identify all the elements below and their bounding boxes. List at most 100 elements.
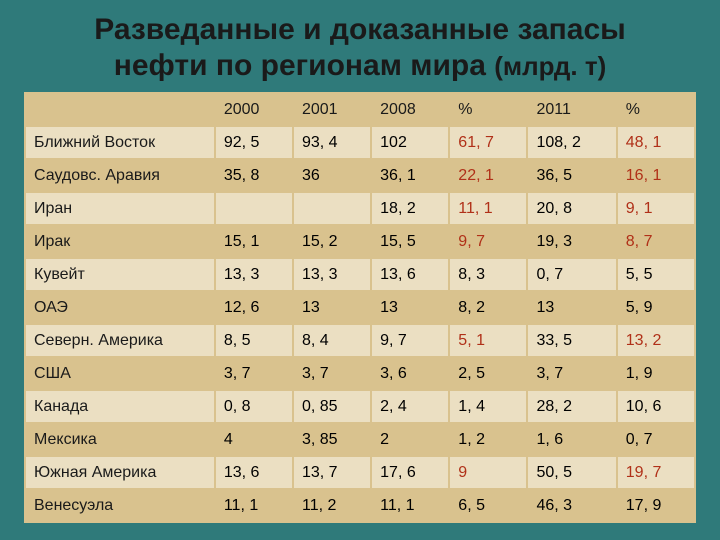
- cell: 50, 5: [527, 456, 616, 489]
- cell: 17, 6: [371, 456, 449, 489]
- cell: 8, 5: [215, 324, 293, 357]
- cell: 3, 7: [527, 357, 616, 390]
- cell: 10, 6: [617, 390, 695, 423]
- cell: [215, 192, 293, 225]
- cell: 9, 1: [617, 192, 695, 225]
- col-3: 2008: [371, 93, 449, 126]
- table-head: 2000 2001 2008 % 2011 %: [25, 93, 695, 126]
- cell: 3, 7: [293, 357, 371, 390]
- cell: 8, 4: [293, 324, 371, 357]
- row-label: Ирак: [25, 225, 215, 258]
- col-4: %: [449, 93, 527, 126]
- cell: 33, 5: [527, 324, 616, 357]
- table-row: Мексика43, 8521, 21, 60, 7: [25, 423, 695, 456]
- cell: 0, 8: [215, 390, 293, 423]
- table-row: Венесуэла11, 111, 211, 16, 546, 317, 9: [25, 489, 695, 522]
- cell: 15, 1: [215, 225, 293, 258]
- cell: 28, 2: [527, 390, 616, 423]
- row-label: Южная Америка: [25, 456, 215, 489]
- cell: 1, 9: [617, 357, 695, 390]
- cell: [293, 192, 371, 225]
- cell: 13, 2: [617, 324, 695, 357]
- cell: 0, 7: [527, 258, 616, 291]
- col-6: %: [617, 93, 695, 126]
- cell: 3, 7: [215, 357, 293, 390]
- cell: 18, 2: [371, 192, 449, 225]
- cell: 11, 2: [293, 489, 371, 522]
- cell: 2, 5: [449, 357, 527, 390]
- table-row: ОАЭ12, 613138, 2135, 9: [25, 291, 695, 324]
- cell: 1, 4: [449, 390, 527, 423]
- cell: 4: [215, 423, 293, 456]
- col-2: 2001: [293, 93, 371, 126]
- cell: 11, 1: [215, 489, 293, 522]
- row-label: Северн. Америка: [25, 324, 215, 357]
- cell: 92, 5: [215, 126, 293, 159]
- cell: 20, 8: [527, 192, 616, 225]
- cell: 12, 6: [215, 291, 293, 324]
- cell: 6, 5: [449, 489, 527, 522]
- cell: 102: [371, 126, 449, 159]
- cell: 13: [527, 291, 616, 324]
- cell: 46, 3: [527, 489, 616, 522]
- cell: 0, 85: [293, 390, 371, 423]
- row-label: ОАЭ: [25, 291, 215, 324]
- cell: 22, 1: [449, 159, 527, 192]
- table-row: Южная Америка13, 613, 717, 6950, 519, 7: [25, 456, 695, 489]
- cell: 1, 6: [527, 423, 616, 456]
- cell: 36, 5: [527, 159, 616, 192]
- cell: 19, 7: [617, 456, 695, 489]
- col-1: 2000: [215, 93, 293, 126]
- cell: 15, 2: [293, 225, 371, 258]
- table-row: Кувейт13, 313, 313, 68, 30, 75, 5: [25, 258, 695, 291]
- cell: 13, 3: [293, 258, 371, 291]
- cell: 16, 1: [617, 159, 695, 192]
- cell: 8, 3: [449, 258, 527, 291]
- row-label: Иран: [25, 192, 215, 225]
- table-body: Ближний Восток92, 593, 410261, 7108, 248…: [25, 126, 695, 522]
- row-label: Мексика: [25, 423, 215, 456]
- table-row: Ближний Восток92, 593, 410261, 7108, 248…: [25, 126, 695, 159]
- table-row: Иран 18, 211, 120, 89, 1: [25, 192, 695, 225]
- cell: 93, 4: [293, 126, 371, 159]
- cell: 15, 5: [371, 225, 449, 258]
- table-row: США3, 73, 73, 62, 53, 71, 9: [25, 357, 695, 390]
- cell: 8, 2: [449, 291, 527, 324]
- cell: 11, 1: [371, 489, 449, 522]
- cell: 36: [293, 159, 371, 192]
- col-0: [25, 93, 215, 126]
- row-label: Кувейт: [25, 258, 215, 291]
- slide-title: Разведанные и доказанные запасы нефти по…: [24, 12, 696, 84]
- cell: 36, 1: [371, 159, 449, 192]
- cell: 13, 3: [215, 258, 293, 291]
- cell: 0, 7: [617, 423, 695, 456]
- cell: 9, 7: [449, 225, 527, 258]
- cell: 5, 9: [617, 291, 695, 324]
- cell: 5, 1: [449, 324, 527, 357]
- data-table: 2000 2001 2008 % 2011 % Ближний Восток92…: [24, 92, 696, 523]
- row-label: Канада: [25, 390, 215, 423]
- row-label: Саудовс. Аравия: [25, 159, 215, 192]
- cell: 1, 2: [449, 423, 527, 456]
- row-label: Ближний Восток: [25, 126, 215, 159]
- cell: 35, 8: [215, 159, 293, 192]
- title-line2: нефти по регионам мира: [114, 49, 495, 82]
- cell: 3, 85: [293, 423, 371, 456]
- cell: 5, 5: [617, 258, 695, 291]
- cell: 8, 7: [617, 225, 695, 258]
- cell: 11, 1: [449, 192, 527, 225]
- title-line1: Разведанные и доказанные запасы: [94, 13, 626, 46]
- cell: 3, 6: [371, 357, 449, 390]
- cell: 61, 7: [449, 126, 527, 159]
- table-row: Северн. Америка8, 58, 49, 75, 133, 513, …: [25, 324, 695, 357]
- cell: 108, 2: [527, 126, 616, 159]
- cell: 13, 6: [215, 456, 293, 489]
- cell: 2: [371, 423, 449, 456]
- cell: 17, 9: [617, 489, 695, 522]
- col-5: 2011: [527, 93, 616, 126]
- cell: 48, 1: [617, 126, 695, 159]
- table-row: Канада0, 80, 852, 41, 428, 210, 6: [25, 390, 695, 423]
- cell: 9, 7: [371, 324, 449, 357]
- table-row: Саудовс. Аравия35, 83636, 122, 136, 516,…: [25, 159, 695, 192]
- slide: Разведанные и доказанные запасы нефти по…: [0, 0, 720, 540]
